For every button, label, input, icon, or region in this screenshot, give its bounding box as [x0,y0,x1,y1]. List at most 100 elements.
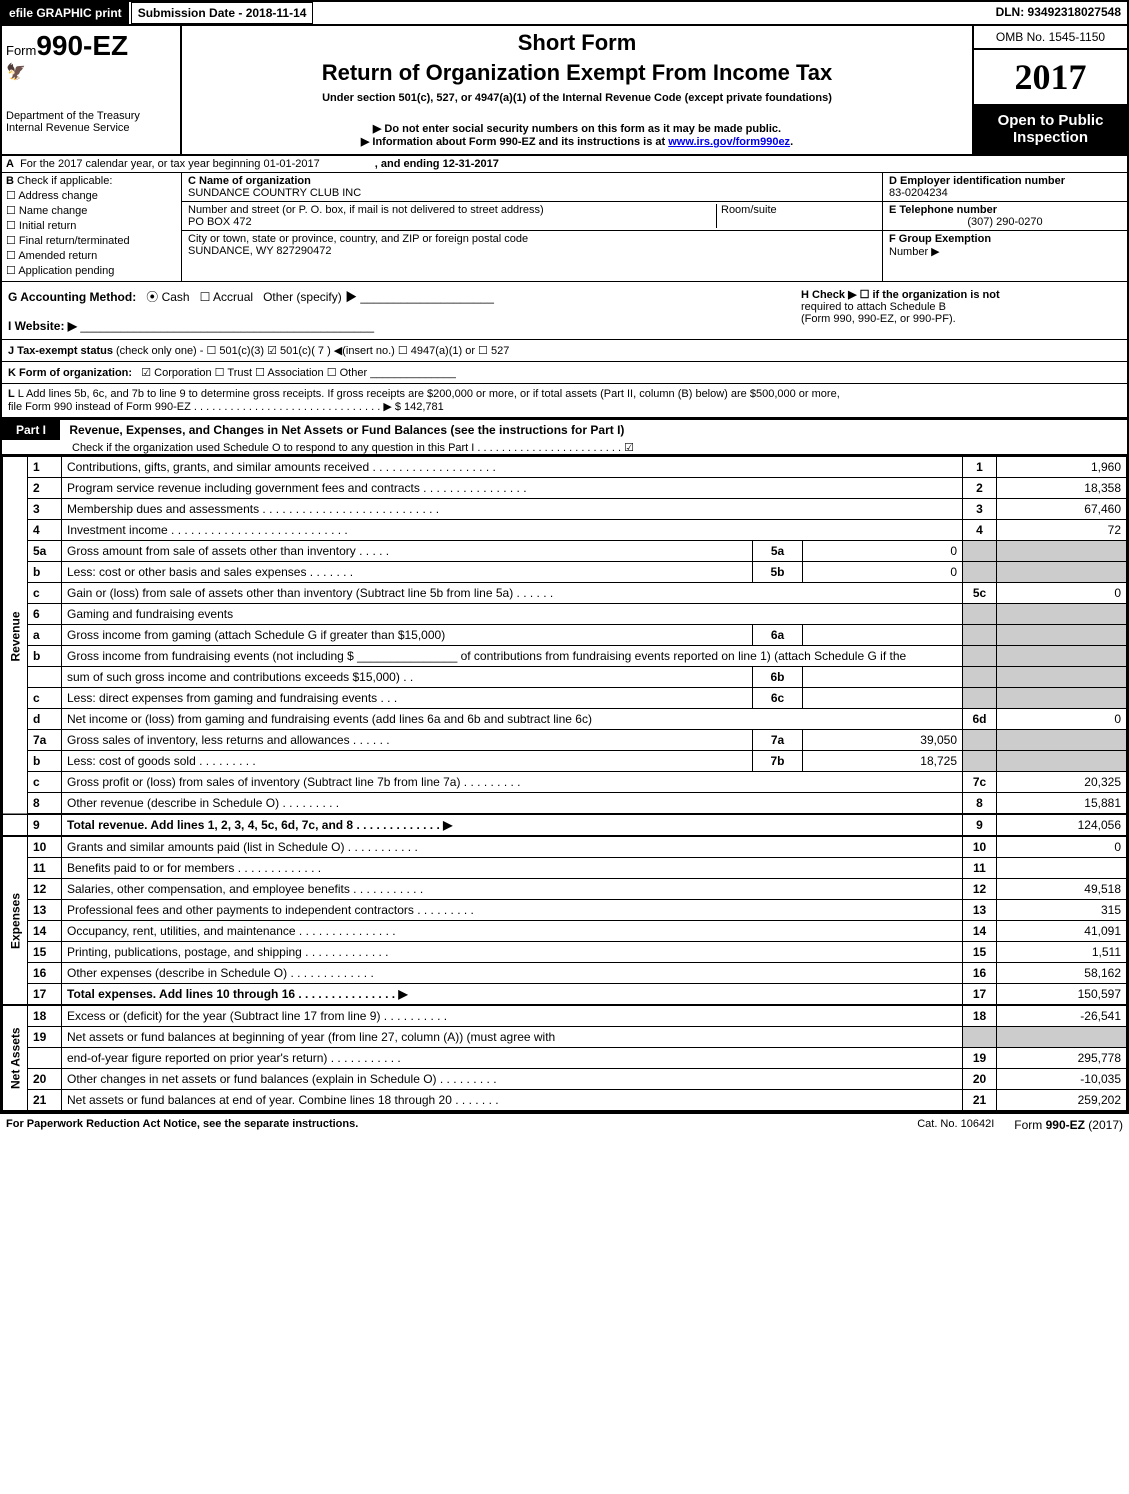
g-cash[interactable]: Cash [146,290,189,304]
r10-key: 10 [963,836,997,858]
r2-num: 2 [28,478,62,499]
r18-val: -26,541 [997,1005,1127,1027]
r3-desc: Membership dues and assessments . . . . … [62,499,963,520]
row-3: 3 Membership dues and assessments . . . … [3,499,1127,520]
part1-header: Part I Revenue, Expenses, and Changes in… [2,418,1127,456]
f-label: F Group Exemption [889,233,991,245]
l-row: L L Add lines 5b, 6c, and 7b to line 9 t… [2,384,1127,418]
b-label: B [6,175,14,187]
r7a-key-grey [963,730,997,751]
r6b2-num [28,667,62,688]
r19-desc: Net assets or fund balances at beginning… [62,1027,963,1048]
r17-desc: Total expenses. Add lines 10 through 16 … [62,984,963,1006]
topbar: efile GRAPHIC print Submission Date ‑ 20… [2,2,1127,26]
r9-side [3,814,28,836]
irs-eagle-icon: 🦅 [6,62,176,82]
r11-key: 11 [963,858,997,879]
r19b-key: 19 [963,1048,997,1069]
e-label: E Telephone number [889,204,997,216]
chk-final-return[interactable]: Final return/terminated [6,234,177,247]
efile-print-button[interactable]: efile GRAPHIC print [2,2,129,24]
k-label: K Form of organization: [8,367,132,379]
info-line: ▶ Information about Form 990-EZ and its … [190,135,964,148]
j-text: (check only one) - ☐ 501(c)(3) ☑ 501(c)(… [116,345,509,357]
r12-val: 49,518 [997,879,1127,900]
r6-desc: Gaming and fundraising events [62,604,963,625]
r6d-key: 6d [963,709,997,730]
g-label: G Accounting Method: [8,290,136,304]
r6c-key-grey [963,688,997,709]
r20-val: -10,035 [997,1069,1127,1090]
r6a-desc: Gross income from gaming (attach Schedul… [62,625,753,646]
g-accrual[interactable]: Accrual [200,290,253,304]
r14-val: 41,091 [997,921,1127,942]
r6c-sn: 6c [753,688,803,709]
r13-val: 315 [997,900,1127,921]
d-value: 83-0204234 [889,187,948,199]
row-8: 8 Other revenue (describe in Schedule O)… [3,793,1127,815]
r5a-key-grey [963,541,997,562]
r20-num: 20 [28,1069,62,1090]
org-name: SUNDANCE COUNTRY CLUB INC [188,187,361,199]
f-group: F Group Exemption Number ▶ [883,231,1127,260]
right-col: OMB No. 1545-1150 2017 Open to Public In… [972,26,1127,154]
row-7b: b Less: cost of goods sold . . . . . . .… [3,751,1127,772]
r7c-val: 20,325 [997,772,1127,793]
k-text: ☑ Corporation ☐ Trust ☐ Association ☐ Ot… [141,367,367,379]
chk-application-pending[interactable]: Application pending [6,264,177,277]
r6a-key-grey [963,625,997,646]
row-20: 20 Other changes in net assets or fund b… [3,1069,1127,1090]
r6c-sv [803,688,963,709]
row-4: 4 Investment income . . . . . . . . . . … [3,520,1127,541]
r5b-desc: Less: cost or other basis and sales expe… [62,562,753,583]
r7b-val-grey [997,751,1127,772]
r5c-val: 0 [997,583,1127,604]
check-grid: B Check if applicable: Address change Na… [2,173,1127,282]
r21-num: 21 [28,1090,62,1112]
r16-val: 58,162 [997,963,1127,984]
r9-val: 124,056 [997,814,1127,836]
r3-key: 3 [963,499,997,520]
info-prefix: ▶ Information about Form 990-EZ and its … [361,136,668,148]
side-expenses: Expenses [3,836,28,1005]
irs-link[interactable]: www.irs.gov/form990ez [668,136,790,148]
def-col: D Employer identification number 83-0204… [882,173,1127,281]
r7b-desc: Less: cost of goods sold . . . . . . . .… [62,751,753,772]
row-15: 15 Printing, publications, postage, and … [3,942,1127,963]
r10-num: 10 [28,836,62,858]
chk-name-change[interactable]: Name change [6,204,177,217]
r7b-num: b [28,751,62,772]
r19b-num [28,1048,62,1069]
r2-val: 18,358 [997,478,1127,499]
row-18: Net Assets 18 Excess or (deficit) for th… [3,1005,1127,1027]
short-form-title: Short Form [190,30,964,56]
r9-num: 9 [28,814,62,836]
g-other[interactable]: Other (specify) ▶ [263,290,357,304]
r6c-desc: Less: direct expenses from gaming and fu… [62,688,753,709]
row-6d: d Net income or (loss) from gaming and f… [3,709,1127,730]
lines-table: Revenue 1 Contributions, gifts, grants, … [2,456,1127,1112]
r13-num: 13 [28,900,62,921]
row-6c: c Less: direct expenses from gaming and … [3,688,1127,709]
r7c-desc: Gross profit or (loss) from sales of inv… [62,772,963,793]
chk-address-change[interactable]: Address change [6,189,177,202]
r19-num: 19 [28,1027,62,1048]
tax-year: 2017 [974,50,1127,104]
chk-initial-return[interactable]: Initial return [6,219,177,232]
chk-amended-return[interactable]: Amended return [6,249,177,262]
irs-label: Internal Revenue Service [6,122,176,134]
r13-desc: Professional fees and other payments to … [62,900,963,921]
dln: DLN: 93492318027548 [990,2,1127,24]
r6a-sn: 6a [753,625,803,646]
r8-num: 8 [28,793,62,815]
f-label2: Number ▶ [889,246,940,258]
main-title: Return of Organization Exempt From Incom… [190,60,964,86]
r1-val: 1,960 [997,457,1127,478]
r14-desc: Occupancy, rent, utilities, and maintena… [62,921,963,942]
row-9: 9 Total revenue. Add lines 1, 2, 3, 4, 5… [3,814,1127,836]
r4-val: 72 [997,520,1127,541]
r6b2-val-grey [997,667,1127,688]
paperwork-notice: For Paperwork Reduction Act Notice, see … [6,1118,917,1132]
r6a-sv [803,625,963,646]
row-6b: b Gross income from fundraising events (… [3,646,1127,667]
